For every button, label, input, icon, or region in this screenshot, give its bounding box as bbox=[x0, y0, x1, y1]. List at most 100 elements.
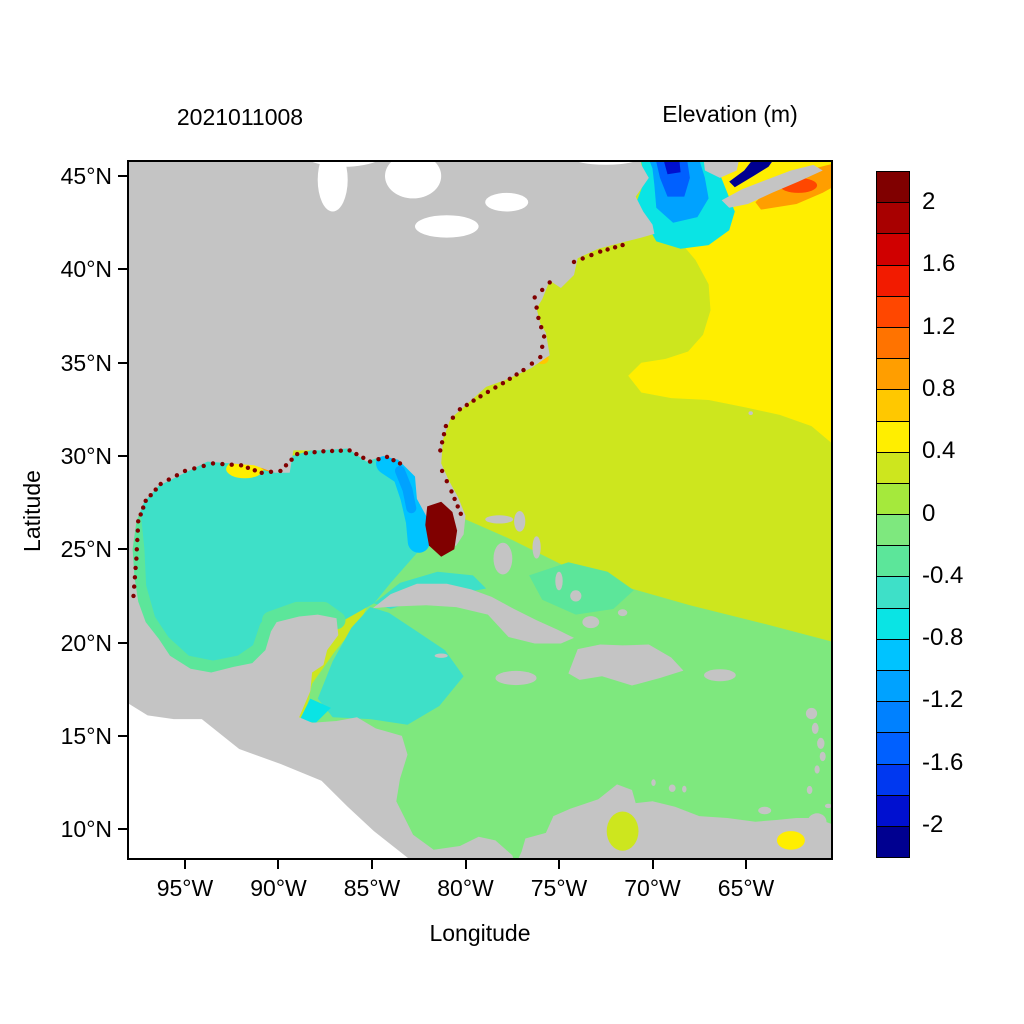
land-nova-scotia bbox=[721, 164, 823, 208]
lake-erie bbox=[415, 215, 479, 238]
land-cuba bbox=[372, 583, 574, 644]
colorbar-tick-label: 2 bbox=[922, 188, 936, 216]
ocean-west-florida-core bbox=[395, 465, 417, 514]
coastal-highs-gulf-dots bbox=[158, 481, 163, 487]
x-axis-label: Longitude bbox=[429, 920, 531, 946]
coastal-highs-southeast-dots bbox=[538, 354, 543, 360]
colorbar-title: Elevation (m) bbox=[662, 101, 798, 127]
coastal-highs-gulf-dots bbox=[312, 450, 317, 455]
pacific-outside-domain bbox=[127, 696, 429, 860]
coastal-highs-gulf-dots bbox=[283, 463, 289, 468]
x-tick-label: 65°W bbox=[717, 875, 775, 901]
coastal-highs-gulf-dots bbox=[295, 451, 300, 457]
coastal-highs-southeast-dots bbox=[514, 372, 519, 377]
ocean-bay-of-fundy-dark bbox=[729, 160, 774, 188]
coastal-highs-gulf-dots bbox=[192, 466, 197, 471]
x-tick-label: 95°W bbox=[156, 875, 214, 901]
coastal-highs-gulf-dots bbox=[166, 477, 171, 482]
land-margarita bbox=[758, 806, 772, 815]
colorbar-segment bbox=[877, 264, 909, 296]
colorbar-segment bbox=[877, 732, 909, 764]
coastal-highs-southeast-dots bbox=[438, 448, 443, 453]
coastal-highs-northeast-dots bbox=[620, 242, 625, 248]
colorbar-tick-label: 1.6 bbox=[922, 250, 956, 278]
coastal-highs-gulf-dots bbox=[229, 462, 234, 467]
colorbar-tick-label: 0.4 bbox=[922, 437, 956, 465]
land-turks bbox=[617, 609, 628, 617]
y-tick-label: 40°N bbox=[60, 256, 112, 283]
coastal-highs-gulf-dots bbox=[289, 457, 294, 462]
map-canvas bbox=[127, 160, 833, 860]
colorbar-segment bbox=[877, 825, 909, 858]
colorbar-segment bbox=[877, 358, 909, 390]
y-tick-mark bbox=[118, 454, 127, 457]
coastal-highs-southeast-dots bbox=[443, 423, 449, 429]
x-tick-label: 80°W bbox=[437, 875, 494, 901]
coastal-highs-gulf-dots bbox=[238, 463, 244, 468]
land-st-vincent bbox=[814, 765, 820, 774]
coastal-highs-gulf-dots bbox=[148, 493, 153, 498]
land-puerto-rico bbox=[704, 669, 736, 682]
land-grand-bahama bbox=[485, 515, 514, 524]
colorbar-tick-label: -0.4 bbox=[922, 561, 964, 589]
coastal-highs-southeast-dots bbox=[540, 344, 545, 349]
y-tick-mark bbox=[118, 734, 127, 737]
ocean-gulf-of-maine-inner bbox=[655, 160, 690, 197]
coastal-highs-northeast-dots bbox=[598, 249, 603, 254]
lake-michigan bbox=[317, 160, 348, 212]
coastal-highs-gulf-dots bbox=[182, 468, 188, 474]
coastal-highs-gulf-dots bbox=[329, 448, 335, 454]
coastal-highs-gulf-dots bbox=[136, 519, 141, 524]
coastal-highs-gulf-dots bbox=[268, 469, 274, 474]
colorbar-tick-label: -2 bbox=[922, 810, 944, 838]
coastal-highs-northeast-dots bbox=[605, 247, 610, 252]
coastal-highs-gulf-dots bbox=[376, 457, 381, 462]
coastal-highs-gulf-dots bbox=[138, 512, 143, 517]
coastal-highs-gulf-dots bbox=[135, 537, 140, 543]
x-tick-mark bbox=[651, 860, 654, 869]
x-tick-label: 70°W bbox=[624, 875, 681, 901]
land-curacao bbox=[668, 784, 676, 792]
ocean-gulf-of-mexico bbox=[127, 444, 429, 673]
coastal-highs-gulf-dots bbox=[391, 458, 396, 463]
coastal-highs-southeast-dots bbox=[439, 440, 445, 445]
y-tick-mark bbox=[118, 548, 127, 551]
colorbar-segment bbox=[877, 451, 909, 483]
land-aruba bbox=[651, 779, 656, 786]
coastal-highs-gulf-dots bbox=[210, 461, 216, 466]
coastal-highs-northeast-dots bbox=[612, 245, 618, 250]
x-tick-mark bbox=[745, 860, 748, 869]
coastal-highs-gulf-dots bbox=[201, 463, 206, 469]
x-tick-mark bbox=[277, 860, 280, 869]
y-tick-mark bbox=[118, 268, 127, 271]
y-tick-mark bbox=[118, 641, 127, 644]
land-eleuthera bbox=[532, 536, 541, 559]
coastal-highs-gulf-dots bbox=[259, 470, 264, 475]
coastal-highs-southeast-dots bbox=[540, 287, 545, 293]
coastal-highs-gulf-dots bbox=[278, 468, 283, 474]
colorbar-segment bbox=[877, 420, 909, 452]
coastal-highs-southeast-dots bbox=[450, 415, 456, 420]
coastal-highs-gulf-dots bbox=[397, 461, 403, 466]
land-hispaniola bbox=[568, 644, 684, 686]
land-mainland-north-america bbox=[127, 160, 655, 860]
coastal-highs-southeast-dots bbox=[521, 367, 526, 373]
map-plot-area bbox=[127, 160, 833, 860]
land-trinidad bbox=[807, 813, 827, 831]
colorbar-tick-label: -1.2 bbox=[922, 686, 964, 714]
coastal-highs-southeast-dots bbox=[507, 376, 512, 381]
colorbar-segment bbox=[877, 514, 909, 546]
colorbar-segment bbox=[877, 295, 909, 327]
x-tick-mark bbox=[183, 860, 186, 869]
coastal-highs-gulf-dots bbox=[132, 584, 137, 589]
colorbar-segment bbox=[877, 763, 909, 795]
land-andros bbox=[493, 542, 513, 575]
colorbar-tick-label: 0.8 bbox=[922, 374, 956, 402]
colorbar-segment bbox=[877, 482, 909, 515]
coastal-highs-northeast-dots bbox=[580, 256, 585, 261]
coastal-highs-gulf-dots bbox=[367, 459, 373, 464]
coastal-highs-southeast-dots bbox=[541, 334, 547, 339]
colorbar-segment bbox=[877, 233, 909, 265]
coastal-highs-gulf-dots bbox=[252, 468, 257, 473]
y-tick-label: 10°N bbox=[60, 816, 112, 843]
